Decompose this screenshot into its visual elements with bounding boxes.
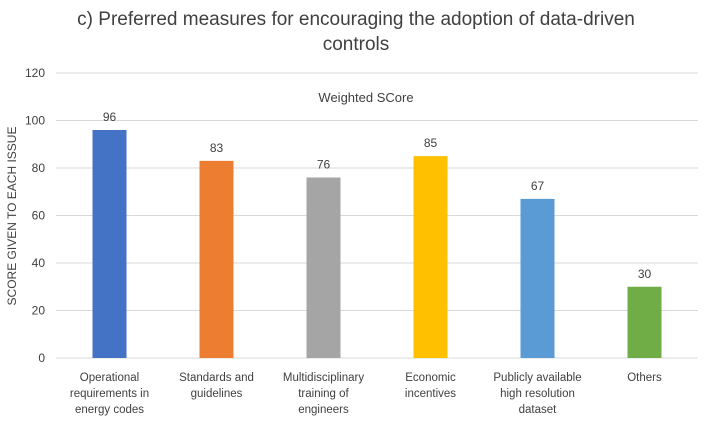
- x-tick-label: Standards and guidelines: [179, 372, 254, 400]
- chart-title-line-2: controls: [323, 34, 390, 55]
- bar: [413, 156, 448, 358]
- data-label: 76: [317, 158, 331, 172]
- y-tick-label: 80: [32, 161, 46, 175]
- y-axis-label: SCORE GIVEN TO EACH ISSUE: [5, 127, 19, 306]
- data-label: 30: [638, 267, 652, 281]
- x-tick-label: Operational requirements in energy codes: [70, 372, 149, 416]
- bar: [306, 177, 341, 358]
- bar: [199, 160, 234, 358]
- data-label: 96: [103, 110, 117, 124]
- x-tick-label: Others: [627, 372, 662, 384]
- y-tick-label: 20: [32, 304, 46, 318]
- bar: [520, 198, 555, 358]
- chart-title-line-1: c) Preferred measures for encouraging th…: [77, 9, 635, 30]
- series-label: Weighted SCore: [318, 90, 413, 105]
- data-label: 67: [531, 179, 545, 193]
- bar: [92, 130, 127, 358]
- y-tick-label: 40: [32, 256, 46, 270]
- x-tick-label: Multidisciplinary training of engineers: [283, 372, 364, 416]
- y-tick-label: 100: [25, 114, 45, 128]
- y-tick-label: 120: [25, 66, 45, 80]
- x-tick-label: Economic incentives: [405, 372, 456, 400]
- data-label: 85: [424, 136, 438, 150]
- x-tick-label: Publicly available high resolution dataset: [493, 372, 581, 416]
- bar: [627, 286, 662, 358]
- y-tick-label: 60: [32, 209, 46, 223]
- y-tick-label: 0: [38, 351, 45, 365]
- data-label: 83: [210, 141, 224, 155]
